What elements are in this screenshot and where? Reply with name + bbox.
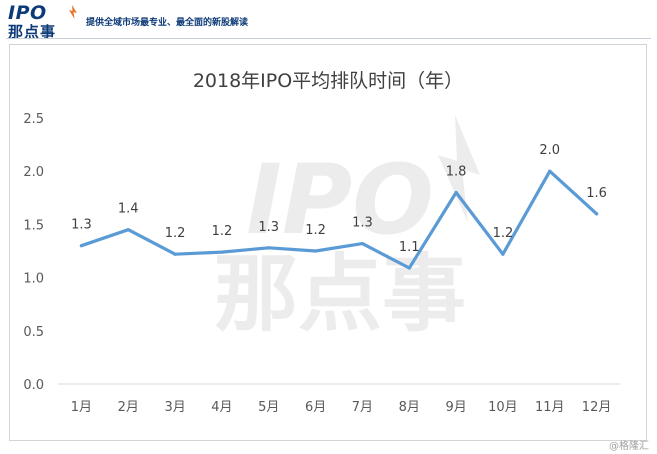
data-label: 1.1 [399, 240, 420, 255]
data-point [360, 241, 365, 246]
data-point [220, 250, 224, 254]
image-credit: @格隆汇 [609, 441, 649, 452]
watermark-name: 那点事 [214, 245, 466, 343]
x-axis: 1月 2月 3月 4月 5月 6月 7月 8月 9月 10月 11月 12月 [71, 400, 612, 415]
y-tick-label: 2.0 [23, 165, 44, 180]
x-tick-label: 5月 [258, 400, 279, 415]
y-tick-label: 2.5 [23, 112, 44, 127]
data-label: 1.6 [586, 186, 607, 201]
x-tick-label: 6月 [305, 400, 326, 415]
watermark: IPO 那点事 [214, 115, 480, 343]
y-tick-label: 0.0 [23, 378, 44, 393]
data-point [454, 190, 458, 195]
data-points [79, 169, 599, 270]
x-tick-label: 2月 [118, 400, 139, 415]
data-label: 1.3 [352, 216, 373, 231]
line-chart: IPO 那点事 2018年IPO平均排队时间（年） 0.0 0.5 1.0 1.5 2.… [23, 70, 620, 415]
x-tick-label: 8月 [399, 400, 420, 415]
data-label: 1.2 [212, 224, 233, 239]
data-point [548, 169, 552, 173]
x-tick-label: 10月 [488, 400, 518, 415]
logo-ipo-text: IPO [8, 2, 47, 24]
watermark-ipo: IPO [246, 144, 434, 256]
data-labels: 1.3 1.4 1.2 1.2 1.3 1.2 1.3 1.1 1.8 1.2 2.0 1.6 [71, 143, 607, 255]
data-point [313, 249, 318, 253]
x-tick-label: 3月 [164, 400, 185, 415]
y-axis: 0.0 0.5 1.0 1.5 2.0 2.5 [23, 112, 44, 393]
series-line [79, 169, 599, 270]
watermark-flame-icon [438, 115, 480, 223]
x-tick-label: 9月 [445, 400, 466, 415]
data-point [79, 244, 84, 248]
data-label: 1.2 [493, 226, 514, 241]
x-tick-label: 12月 [582, 400, 612, 415]
data-point [126, 228, 130, 232]
data-label: 1.4 [118, 202, 139, 217]
y-tick-label: 1.5 [23, 218, 44, 233]
data-point [407, 266, 411, 270]
data-point [267, 246, 271, 250]
header-divider [6, 38, 651, 39]
data-point [173, 252, 177, 256]
data-label: 2.0 [539, 143, 560, 158]
x-tick-label: 1月 [71, 400, 92, 415]
logo-name-text: 那点事 [8, 23, 57, 41]
y-tick-label: 0.5 [23, 325, 44, 340]
data-label: 1.8 [446, 164, 467, 179]
brand-slogan: 提供全域市场最专业、最全面的新股解读 [86, 18, 249, 28]
data-point [501, 252, 505, 256]
y-tick-label: 1.0 [23, 272, 44, 287]
x-tick-label: 11月 [535, 400, 565, 415]
chart-area: IPO 那点事 2018年IPO平均排队时间（年） 0.0 0.5 1.0 1.5 2.… [9, 44, 647, 441]
logo-flame-icon [69, 5, 77, 19]
data-label: 1.3 [71, 218, 92, 233]
data-label: 1.2 [305, 223, 326, 238]
x-tick-label: 4月 [211, 400, 232, 415]
chart-title: 2018年IPO平均排队时间（年） [193, 70, 463, 92]
data-point [594, 212, 599, 216]
data-label: 1.2 [165, 226, 186, 241]
x-tick-label: 7月 [352, 400, 373, 415]
data-label: 1.3 [258, 220, 279, 235]
brand-logo[interactable]: IPO 那点事 [6, 2, 84, 41]
header: IPO 那点事 提供全域市场最专业、最全面的新股解读 [0, 0, 657, 41]
